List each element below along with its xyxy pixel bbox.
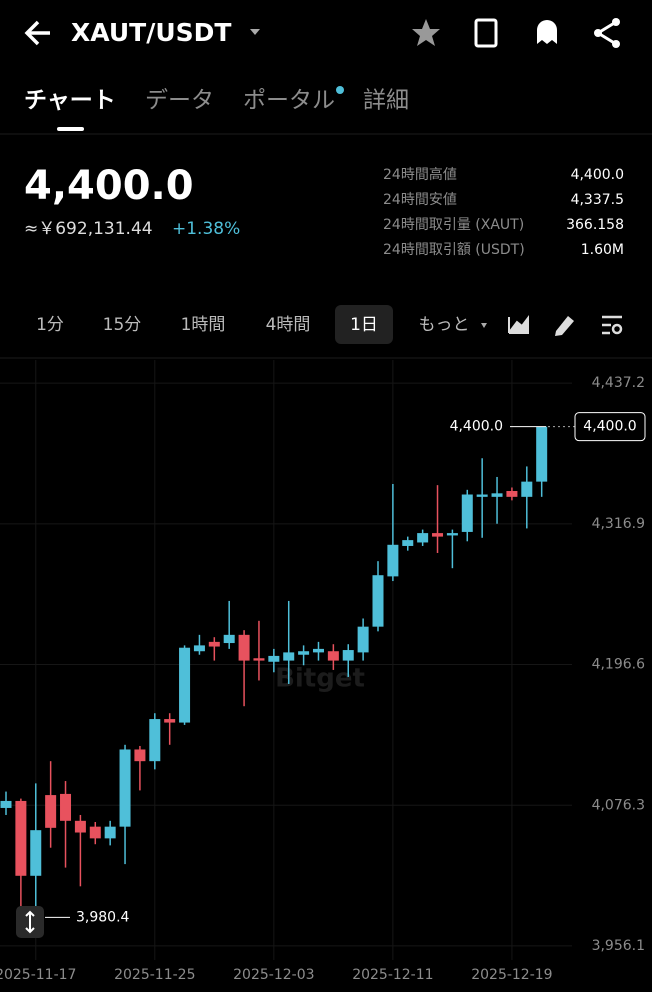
candle-body [74, 820, 86, 833]
candle-body [417, 533, 429, 543]
interval[interactable]: 4時間 [266, 315, 311, 335]
candle-body [238, 634, 250, 661]
watermark: Bitget [275, 664, 365, 694]
y-tick-label: 3,956.1 [592, 938, 645, 954]
last-price-label: 4,400.0 [583, 419, 636, 435]
draw-icon[interactable] [555, 316, 574, 336]
candle-body [164, 719, 176, 723]
x-tick-label: 2025-11-25 [114, 967, 195, 983]
candle-body [253, 658, 265, 661]
candle-body [387, 544, 399, 577]
stat-label: 24時間高値 [383, 166, 457, 183]
candle-body [89, 826, 101, 839]
interval[interactable]: もっと [419, 315, 470, 335]
candle-body [521, 481, 533, 497]
price-change: +1.38% [172, 219, 240, 239]
candle-body [432, 533, 444, 537]
chart: 3,956.1 4,076.3 4,196.6 4,316.9 4,437.2 2025-… [0, 360, 646, 983]
candle-body [476, 494, 488, 497]
interval[interactable]: 15分 [103, 315, 142, 335]
y-tick-label: 4,437.2 [592, 375, 645, 391]
x-tick-label: 2025-12-19 [471, 967, 552, 983]
candle-body [223, 634, 235, 644]
candle-body [0, 800, 12, 808]
tab[interactable]: 詳細 [363, 88, 409, 114]
candle-body [312, 648, 324, 653]
candle-body [179, 647, 191, 723]
candle-body [327, 651, 339, 661]
y-tick-label: 4,076.3 [592, 797, 645, 813]
x-tick-label: 2025-11-17 [0, 967, 76, 983]
last-price: 4,400.0 [24, 163, 194, 209]
tab-indicator [57, 127, 84, 131]
stat-value: 4,400.0 [571, 167, 624, 183]
candle-body [208, 641, 220, 647]
candle-body [30, 830, 42, 876]
candle-body [149, 719, 161, 762]
tab[interactable]: ポータル [243, 88, 335, 114]
stat-label: 24時間取引量 (XAUT) [383, 217, 524, 233]
low-marker-label: 3,980.4 [76, 909, 130, 925]
candle-body [60, 793, 72, 821]
last-price-tag [574, 412, 646, 442]
x-tick-label: 2025-12-11 [352, 967, 433, 983]
converted-price: ≈￥692,131.44 [24, 219, 153, 239]
stat-value: 4,337.5 [571, 192, 624, 208]
share-icon[interactable] [594, 18, 620, 48]
stat-value: 1.60M [581, 242, 624, 258]
interval[interactable]: 1分 [36, 315, 64, 335]
indicator-icon[interactable] [508, 315, 529, 334]
favorite-icon[interactable] [412, 19, 440, 46]
candle-body [268, 655, 280, 662]
notification-dot [336, 86, 344, 94]
stat-label: 24時間取引額 (USDT) [383, 242, 525, 258]
interval[interactable]: 1時間 [181, 315, 226, 335]
pair-title[interactable]: XAUT/USDT [71, 18, 231, 47]
candle-body [536, 426, 548, 482]
candle-body [461, 494, 473, 532]
candle-body [506, 490, 518, 497]
tab[interactable]: データ [145, 88, 214, 114]
y-tick-label: 4,316.9 [592, 516, 645, 532]
candle-body [402, 540, 414, 546]
candle-body [134, 749, 146, 762]
candle-body [193, 645, 205, 652]
x-tick-label: 2025-12-03 [233, 967, 314, 983]
more-dropdown[interactable] [481, 323, 487, 328]
candle-body [45, 795, 57, 828]
candle-body [357, 626, 369, 653]
candle-body [342, 650, 354, 661]
pair-dropdown[interactable] [250, 29, 260, 35]
stat-label: 24時間安値 [383, 192, 457, 208]
y-tick-label: 4,196.6 [592, 657, 646, 673]
selected-interval-bg [335, 305, 393, 344]
back-button[interactable] [24, 20, 50, 46]
candle-body [491, 493, 503, 497]
settings-icon[interactable] [602, 315, 623, 335]
tab[interactable]: チャート [24, 88, 116, 114]
candle-body [298, 651, 310, 655]
interval[interactable]: 1日 [350, 315, 378, 335]
candle-body [104, 826, 116, 839]
candle-body [15, 800, 27, 876]
alert-icon[interactable] [537, 20, 557, 44]
note-icon[interactable] [474, 18, 498, 48]
candle-body [446, 533, 458, 536]
candle-body [372, 575, 384, 627]
candle-body [119, 749, 131, 827]
scale-toggle-arrows [25, 910, 35, 934]
high-marker-label: 4,400.0 [450, 419, 503, 435]
stat-value: 366.158 [566, 217, 624, 233]
candle-body [283, 652, 295, 661]
